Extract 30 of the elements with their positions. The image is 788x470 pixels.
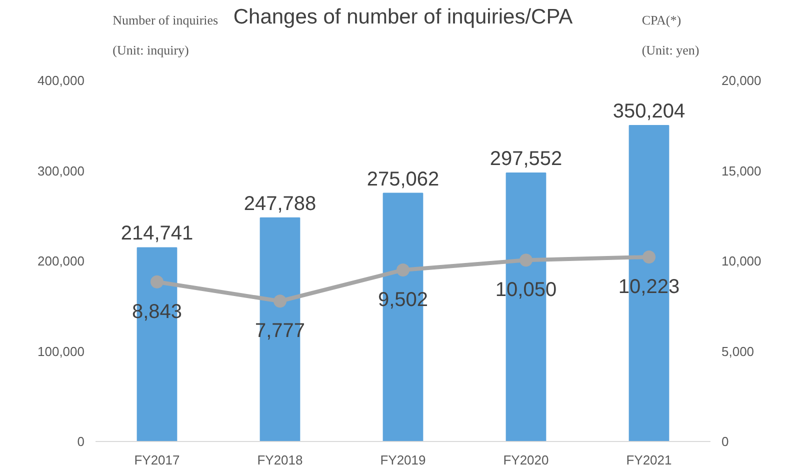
data-label: 275,062 xyxy=(366,168,440,190)
y-tick-label: 100,000 xyxy=(38,344,85,359)
data-label: 350,204 xyxy=(612,100,686,122)
x-tick-label: FY2017 xyxy=(134,452,180,468)
point xyxy=(150,275,164,288)
y-tick-label: 300,000 xyxy=(38,163,85,178)
point xyxy=(520,254,532,267)
y-tick-label: 400,000 xyxy=(38,73,85,88)
y-tick-label: 0 xyxy=(77,434,85,449)
y2-tick-label: 15,000 xyxy=(722,163,762,178)
chart-title: Changes of number of inquiries/CPA xyxy=(233,6,573,28)
data-label: 214,741 xyxy=(120,222,194,245)
x-tick-label: FY2021 xyxy=(626,452,672,468)
y-tick-label: 200,000 xyxy=(38,254,85,268)
data-label: 247,788 xyxy=(244,192,316,215)
y2-tick-label: 20,000 xyxy=(722,73,762,88)
point xyxy=(274,294,286,308)
x-tick-label: FY2018 xyxy=(257,452,303,468)
y2-tick-label: 10,000 xyxy=(722,254,762,268)
point xyxy=(642,250,656,264)
text: (Unit: inquiry) xyxy=(112,42,189,58)
data-label: 297,552 xyxy=(490,148,562,170)
text: (Unit: yen) xyxy=(642,42,700,58)
x-tick-label: FY2020 xyxy=(503,452,549,468)
y2-tick-label: 5,000 xyxy=(722,344,754,359)
point xyxy=(396,264,410,276)
y2-tick-label: 0 xyxy=(722,434,729,449)
x-tick-label: FY2019 xyxy=(380,452,426,468)
y-axis-title: Number of inquiries xyxy=(112,12,218,28)
y2-axis-title: CPA(*) xyxy=(642,12,682,28)
